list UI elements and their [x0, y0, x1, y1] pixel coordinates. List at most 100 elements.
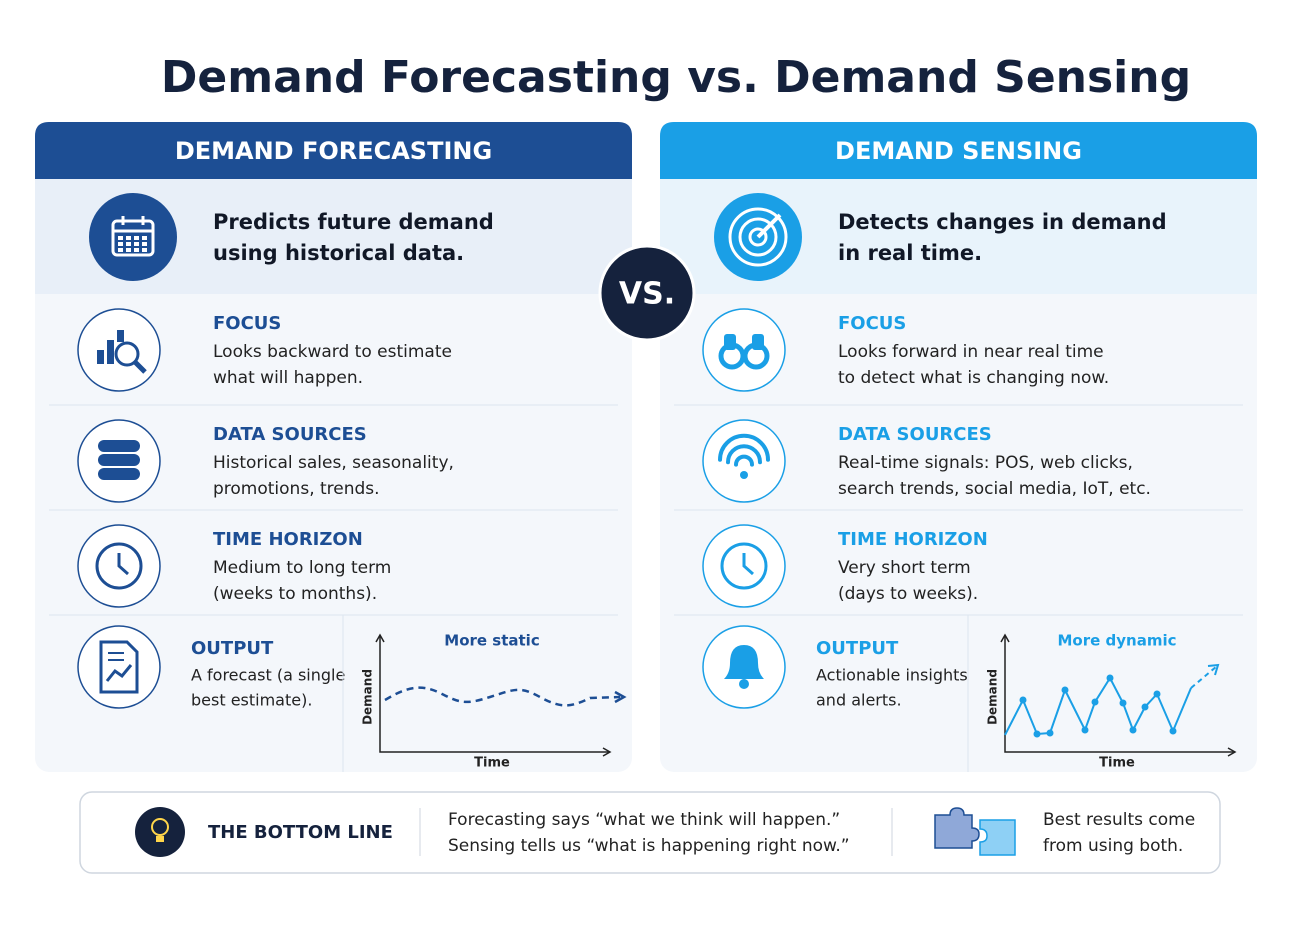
trend-arrow	[1207, 663, 1220, 676]
summary-icon	[89, 193, 177, 281]
row-icon	[77, 625, 161, 709]
icon-shape	[720, 542, 768, 590]
row-text: Actionable insights	[816, 666, 968, 685]
icon-shape	[134, 242, 139, 246]
puzzle-piece	[934, 807, 980, 849]
puzzle-piece	[979, 819, 1016, 856]
row-label: OUTPUT	[191, 638, 274, 659]
icon-shape	[133, 360, 147, 374]
icon-shape	[117, 330, 124, 342]
icon-shape	[111, 219, 155, 257]
vs-badge	[598, 244, 696, 342]
icon-shape	[105, 664, 133, 682]
icon-shape	[151, 818, 169, 836]
icon-shape	[738, 217, 778, 257]
axis-arrow	[1000, 633, 1010, 643]
icon-shape	[117, 553, 129, 576]
icon-shape	[118, 248, 123, 252]
bottom-quote: Forecasting says “what we think will hap…	[448, 810, 840, 830]
panel-header-text: DEMAND FORECASTING	[175, 137, 492, 165]
trend-point	[1119, 699, 1127, 707]
row-text: to detect what is changing now.	[838, 368, 1109, 388]
row-label: TIME HORIZON	[838, 529, 988, 550]
chart-axes	[379, 635, 610, 753]
row-icon	[702, 419, 786, 503]
icon-shape	[98, 440, 140, 452]
trend-point	[1019, 696, 1027, 704]
chart-x-label: Time	[1099, 756, 1135, 771]
row-text: promotions, trends.	[213, 479, 380, 499]
row-text: (weeks to months).	[213, 584, 377, 604]
icon-shape	[98, 454, 140, 466]
vs-text: VS.	[619, 277, 675, 312]
row-label: FOCUS	[838, 313, 906, 334]
bulb-badge	[135, 807, 185, 857]
trend-point	[1141, 703, 1149, 711]
icon-shape	[126, 242, 131, 246]
icon-shape	[142, 242, 147, 246]
chart-title: More static	[444, 632, 539, 650]
row-text: A forecast (a single	[191, 666, 345, 685]
icon-shape	[142, 248, 147, 252]
row-text: best estimate).	[191, 691, 312, 710]
summary-text: using historical data.	[213, 241, 464, 265]
panel-header	[35, 122, 632, 179]
row-label: TIME HORIZON	[213, 529, 363, 550]
row-label: OUTPUT	[816, 638, 899, 659]
row-text: what will happen.	[213, 368, 363, 388]
bottom-conclusion: from using both.	[1043, 836, 1183, 856]
icon-shape	[752, 334, 764, 350]
trend-point	[1153, 690, 1161, 698]
row-text: Looks forward in near real time	[838, 342, 1104, 362]
trend-point	[1091, 698, 1099, 706]
chart-y-label: Demand	[986, 669, 1000, 725]
summary-text: Predicts future demand	[213, 210, 494, 234]
row-text: Looks backward to estimate	[213, 342, 452, 362]
trend-line	[384, 686, 621, 707]
icon-shape	[740, 471, 748, 479]
trend-arrow	[614, 690, 627, 704]
icon-shape	[97, 350, 104, 364]
chart-y-label: Demand	[361, 669, 375, 725]
icon-shape	[126, 248, 131, 252]
icon-shape	[134, 248, 139, 252]
row-label: FOCUS	[213, 313, 281, 334]
bottom-label: THE BOTTOM LINE	[208, 822, 393, 843]
icon-shape	[742, 553, 754, 576]
trend-point	[1061, 686, 1069, 694]
icon-shape	[748, 227, 768, 247]
row-text: and alerts.	[816, 691, 902, 710]
trend-line	[1190, 665, 1218, 689]
row-label: DATA SOURCES	[213, 424, 367, 445]
row-text: Medium to long term	[213, 558, 391, 578]
icon-shape	[114, 341, 140, 367]
trend-point	[1046, 729, 1054, 737]
axis-arrow	[1227, 747, 1237, 757]
row-text: (days to weeks).	[838, 584, 978, 604]
trend-point	[1129, 726, 1137, 734]
row-label: DATA SOURCES	[838, 424, 992, 445]
icon-shape	[134, 236, 139, 240]
icon-shape	[118, 236, 123, 240]
icon-shape	[142, 236, 147, 240]
bottom-quote: Sensing tells us “what is happening righ…	[448, 836, 850, 856]
icon-shape	[734, 454, 754, 467]
panel-header	[660, 122, 1257, 179]
row-text: Very short term	[838, 558, 971, 578]
axis-arrow	[602, 747, 612, 757]
chart-x-label: Time	[474, 756, 510, 771]
icon-shape	[724, 334, 736, 350]
page-title: Demand Forecasting vs. Demand Sensing	[161, 52, 1191, 103]
trend-point	[1106, 674, 1114, 682]
icon-shape	[724, 645, 764, 679]
chart-title: More dynamic	[1057, 632, 1176, 650]
icon-shape	[726, 444, 762, 465]
row-text: search trends, social media, IoT, etc.	[838, 479, 1151, 499]
icon-shape	[99, 640, 139, 694]
row-text: Real-time signals: POS, web clicks,	[838, 453, 1133, 473]
summary-text: in real time.	[838, 241, 982, 265]
icon-shape	[739, 679, 749, 689]
icon-shape	[118, 242, 123, 246]
icon-shape	[718, 433, 770, 462]
